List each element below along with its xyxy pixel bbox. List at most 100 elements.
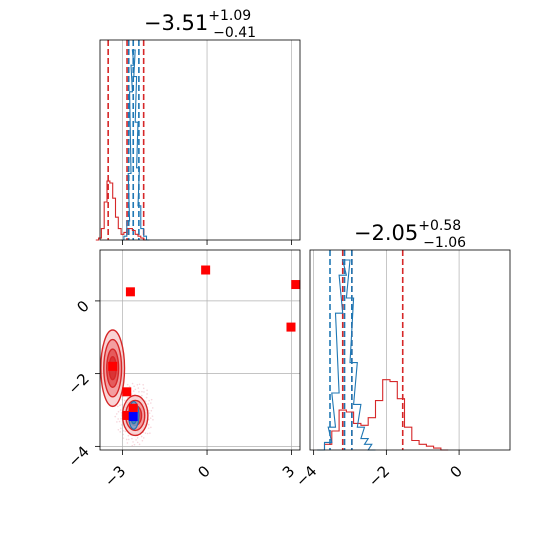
histogram-2-title-minus: −1.06	[423, 235, 466, 251]
scatter-2d-sample-point	[149, 432, 151, 434]
histogram-1-series-a-step	[121, 49, 150, 241]
scatter-2d-sample-point	[135, 439, 137, 441]
scatter-2d-sample-point	[150, 409, 153, 412]
scatter-2d-sample-point	[141, 439, 144, 442]
scatter-2d-sample-point	[122, 433, 125, 436]
scatter-2d-y-ticks: 0 −2 −4	[64, 297, 100, 471]
scatter-2d-marker	[122, 410, 132, 420]
scatter-2d-sample-point	[146, 432, 149, 435]
scatter-2d-sample-point	[117, 428, 120, 431]
scatter-2d-sample-point	[147, 423, 150, 426]
histogram-panel-param-1: −3.51+1.09 −0.41	[95, 8, 301, 241]
scatter-2d-marker	[108, 361, 118, 371]
scatter-2d-sample-point	[133, 385, 135, 388]
scatter-2d-x-tick-label: −3	[101, 462, 129, 490]
histogram-1-quantile-lines	[107, 40, 145, 240]
scatter-2d-sample-point	[142, 384, 144, 386]
histogram-2-title-plus: +0.58	[418, 218, 461, 234]
scatter-2d-sample-point	[131, 437, 133, 440]
scatter-2d-sample-point	[146, 389, 148, 392]
scatter-2d-sample-point	[136, 383, 139, 386]
scatter-2d-sample-point	[119, 431, 122, 433]
scatter-2d-marker	[286, 322, 296, 332]
scatter-2d-sample-point	[121, 398, 124, 401]
scatter-2d-panel: −3 0 3 0−2−4	[64, 249, 301, 490]
scatter-2d-sample-point	[147, 427, 150, 429]
scatter-2d-sample-point	[115, 413, 118, 415]
scatter-2d-sample-point	[143, 391, 145, 393]
scatter-2d-sample-point	[116, 421, 118, 423]
histogram-1-title-plus: +1.09	[208, 8, 251, 24]
scatter-2d-sample-point	[132, 441, 134, 443]
scatter-2d-sample-point	[141, 390, 143, 393]
histogram-1-series-b-step	[95, 180, 150, 241]
scatter-2d-sample-point	[123, 399, 126, 402]
scatter-2d-sample-point	[131, 444, 134, 447]
scatter-2d-sample-point	[126, 442, 129, 444]
scatter-2d-sample-point	[138, 443, 141, 446]
scatter-2d-sample-point	[152, 418, 154, 421]
scatter-2d-sample-point	[119, 404, 121, 406]
scatter-2d-sample-point	[140, 435, 143, 438]
scatter-2d-sample-point	[149, 417, 152, 419]
histogram-2-title-median: −2.05	[354, 221, 418, 245]
scatter-2d-sample-point	[148, 399, 151, 402]
scatter-2d-marker	[125, 287, 135, 297]
scatter-2d-sample-point	[127, 438, 130, 441]
scatter-2d-sample-point	[137, 387, 140, 389]
scatter-2d-sample-point	[120, 424, 123, 426]
scatter-2d-marker	[128, 403, 138, 413]
histogram-2-frame	[309, 249, 511, 451]
scatter-2d-sample-point	[144, 400, 147, 402]
histogram-2-x-tick-label: 0	[446, 462, 465, 481]
scatter-2d-sample-point	[117, 418, 119, 420]
histogram-panel-param-2: −2.05+0.58 −1.06 −4 −2 0	[292, 218, 511, 490]
histogram-1-frame	[99, 39, 301, 241]
scatter-2d-frame	[99, 249, 301, 451]
histogram-2-x-tick-label: −4	[292, 462, 320, 490]
scatter-2d-sample-point	[148, 412, 151, 414]
scatter-2d-y-tick-label: −2	[64, 370, 92, 398]
scatter-2d-sample-point	[127, 434, 130, 437]
scatter-2d-sample-point	[122, 429, 125, 432]
histogram-2-title: −2.05+0.58 −1.06	[354, 218, 466, 251]
scatter-2d-y-tick-label: 0	[73, 297, 92, 316]
scatter-2d-marker	[201, 265, 211, 275]
scatter-2d-sample-point	[142, 387, 145, 390]
scatter-2d-sample-point	[142, 437, 145, 439]
histogram-2-grid	[313, 250, 460, 450]
scatter-2d-sample-point	[131, 382, 134, 385]
scatter-2d-x-tick-label: 0	[194, 462, 213, 481]
histogram-2-x-tick-label: −2	[365, 462, 393, 490]
scatter-2d-sample-point	[145, 396, 148, 399]
scatter-2d-sample-point	[136, 441, 139, 444]
scatter-2d-sample-point	[144, 432, 147, 434]
scatter-2d-sample-point	[150, 426, 152, 429]
histogram-2-x-ticks: −4 −2 0	[292, 450, 466, 490]
scatter-2d-sample-point	[147, 403, 149, 405]
scatter-2d-sample-point	[150, 402, 152, 404]
scatter-2d-sample-point	[119, 427, 122, 430]
histogram-1-x-ticks	[122, 240, 292, 245]
scatter-2d-sample-point	[136, 437, 139, 439]
histogram-2-steps	[317, 259, 449, 451]
scatter-2d-sample-point	[150, 398, 153, 401]
histogram-2-quantile-lines	[329, 250, 404, 450]
histogram-2-series-b-step	[317, 379, 449, 451]
scatter-2d-sample-point	[132, 390, 135, 392]
histogram-1-steps	[95, 49, 150, 241]
scatter-2d-sample-point	[124, 430, 127, 433]
scatter-2d-sample-point	[151, 415, 154, 417]
scatter-2d-sample-point	[118, 420, 121, 423]
scatter-2d-sample-point	[138, 383, 141, 386]
scatter-2d-sample-point	[117, 410, 120, 413]
histogram-1-title: −3.51+1.09 −0.41	[144, 8, 256, 41]
scatter-2d-sample-point	[122, 437, 125, 439]
scatter-2d-marker	[291, 280, 301, 290]
histogram-1-grid	[122, 40, 292, 240]
scatter-2d-x-ticks: −3 0 3	[101, 450, 298, 490]
scatter-2d-sample-point	[134, 388, 137, 391]
scatter-2d-true-value-marker	[128, 412, 138, 422]
scatter-2d-sample-point	[141, 394, 143, 397]
